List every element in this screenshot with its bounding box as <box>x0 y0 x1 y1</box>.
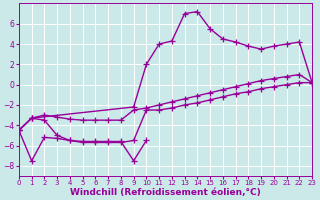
X-axis label: Windchill (Refroidissement éolien,°C): Windchill (Refroidissement éolien,°C) <box>70 188 261 197</box>
